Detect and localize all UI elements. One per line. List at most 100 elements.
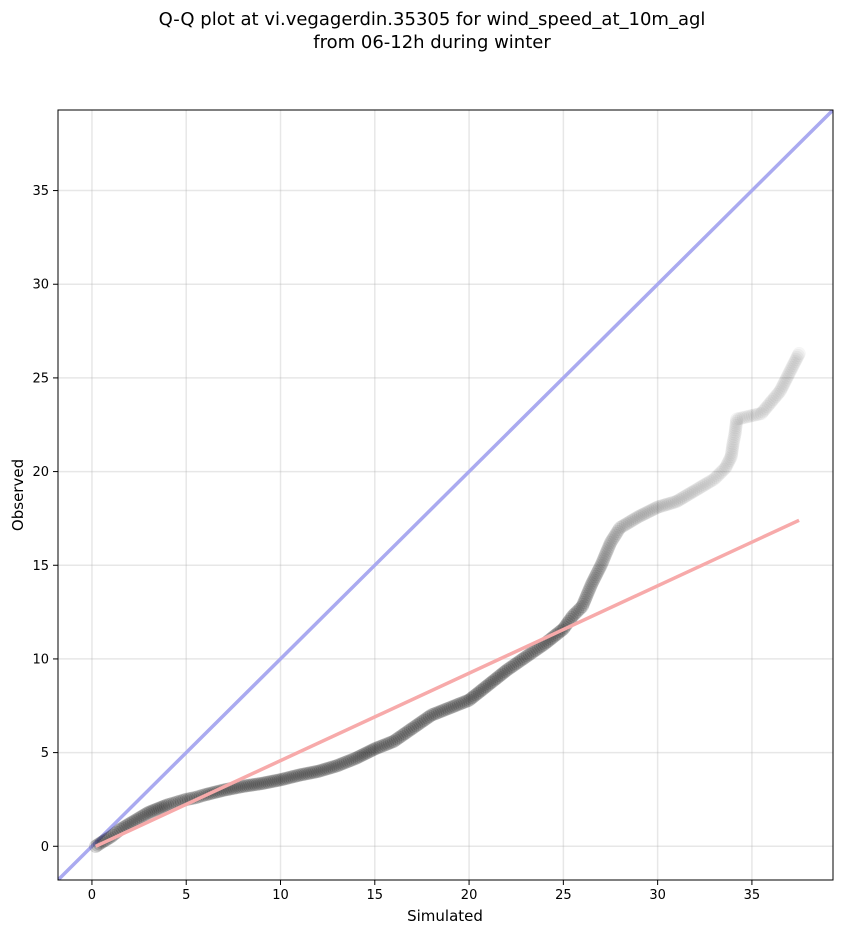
quantile-point (470, 686, 485, 701)
quantile-point (584, 577, 599, 591)
quantile-point (405, 721, 420, 735)
quantile-point (653, 500, 667, 514)
quantile-point (296, 767, 311, 781)
quantile-point (426, 707, 441, 722)
quantile-point (649, 501, 663, 515)
quantile-point (486, 674, 500, 688)
quantile-point (612, 523, 626, 537)
quantile-point (586, 573, 601, 587)
quantile-point (352, 749, 367, 764)
quantile-point (453, 696, 468, 711)
quantile-point (588, 569, 603, 584)
quantile-point (482, 677, 497, 691)
chart-title-line-1: Q-Q plot at vi.vegagerdin.35305 for wind… (159, 9, 706, 30)
quantile-point (151, 802, 165, 816)
quantile-point (589, 567, 604, 582)
quantile-point (273, 773, 288, 787)
quantile-point (364, 743, 378, 758)
quantile-point (382, 736, 397, 750)
quantile-point (639, 506, 653, 520)
plot-frame (57, 109, 834, 881)
quantile-point (615, 520, 629, 534)
quantile-point (617, 519, 631, 533)
quantile-point (584, 579, 598, 593)
quantile-point (602, 540, 616, 554)
quantile-point (681, 488, 695, 502)
quantile-point (467, 689, 481, 703)
quantile-point (603, 536, 618, 550)
quantile-point (263, 775, 277, 789)
quantile-point (338, 755, 353, 770)
quantile-point (137, 808, 152, 822)
quantile-point (403, 722, 418, 737)
quantile-point (319, 762, 334, 776)
quantile-point (458, 695, 472, 709)
quantile-point (600, 544, 614, 558)
quantile-point (277, 771, 292, 786)
y-axis-label: Observed (9, 459, 27, 531)
quantile-point (598, 548, 613, 562)
quantile-point (578, 591, 593, 606)
quantile-point (321, 761, 336, 775)
quantile-point (464, 692, 478, 706)
quantile-point (683, 487, 697, 501)
quantile-point (294, 767, 309, 782)
quantile-point (328, 759, 342, 774)
quantile-point (330, 758, 344, 773)
quantile-point (630, 511, 644, 525)
quantile-point (356, 747, 371, 762)
quantile-point (305, 765, 319, 780)
quantile-point (507, 658, 522, 672)
quantile-point (437, 703, 451, 717)
quantile-point (392, 730, 407, 745)
quantile-point (244, 778, 258, 792)
quantile-point (242, 778, 256, 793)
quantile-point (388, 733, 403, 747)
quantile-point (315, 763, 330, 777)
quantile-point (267, 774, 281, 788)
quantile-point (259, 775, 273, 790)
quantile-point (677, 490, 691, 504)
quantile-point (582, 583, 596, 597)
quantile-point (358, 746, 373, 761)
x-tick-label: 10 (272, 888, 289, 903)
quantile-point (576, 597, 590, 612)
quantile-point (663, 496, 677, 510)
quantile-point (505, 659, 520, 673)
quantile-point (269, 773, 284, 788)
quantile-point (657, 498, 671, 512)
quantile-point (370, 741, 384, 755)
quantile-point (462, 693, 476, 707)
quantile-point (570, 604, 585, 618)
identity-line (58, 110, 833, 880)
quantile-point (336, 756, 351, 770)
quantile-point (447, 699, 462, 713)
quantile-point (688, 483, 702, 497)
quantile-point (465, 690, 480, 705)
quantile-point (298, 767, 313, 781)
quantile-point (501, 662, 516, 676)
quantile-point (366, 743, 380, 757)
quantile-point (351, 750, 365, 765)
quantile-point (334, 757, 349, 771)
quantile-point (484, 675, 499, 690)
quantile-point (153, 801, 167, 815)
quantile-point (496, 666, 511, 680)
quantile-point (282, 770, 296, 785)
plot-area (58, 110, 833, 880)
quantile-point (460, 694, 474, 708)
quantile-point (606, 532, 620, 546)
quantile-point (360, 745, 374, 760)
quantile-point (481, 678, 495, 692)
quantile-point (491, 670, 505, 684)
quantile-point (595, 556, 609, 570)
quantile-point (380, 737, 395, 751)
quantile-point (494, 667, 509, 682)
quantile-point (292, 768, 307, 782)
quantile-point (620, 516, 634, 530)
quantile-point (679, 489, 693, 503)
quantile-point (581, 585, 595, 599)
quantile-point (518, 650, 533, 664)
quantile-point (254, 776, 269, 791)
quantile-point (374, 739, 388, 754)
